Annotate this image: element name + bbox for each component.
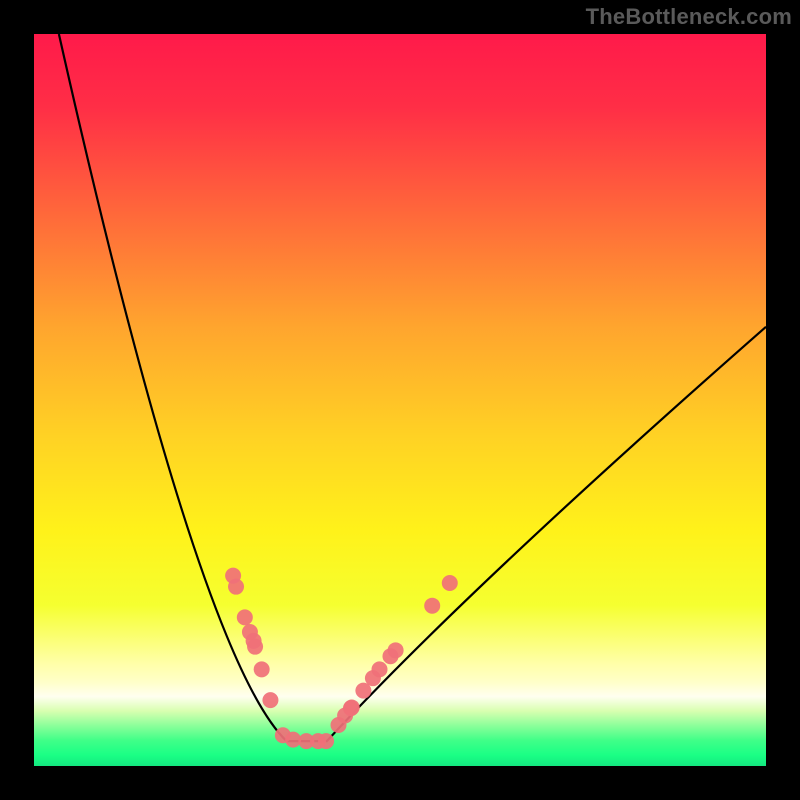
data-marker [424, 598, 440, 614]
watermark-text: TheBottleneck.com [586, 4, 792, 30]
chart-svg [0, 0, 800, 800]
data-marker [254, 661, 270, 677]
data-marker [372, 661, 388, 677]
chart-container: TheBottleneck.com [0, 0, 800, 800]
data-marker [388, 642, 404, 658]
data-marker [247, 639, 263, 655]
data-marker [344, 699, 360, 715]
data-marker [237, 609, 253, 625]
data-marker [318, 733, 334, 749]
data-marker [228, 579, 244, 595]
data-marker [262, 692, 278, 708]
data-marker [442, 575, 458, 591]
